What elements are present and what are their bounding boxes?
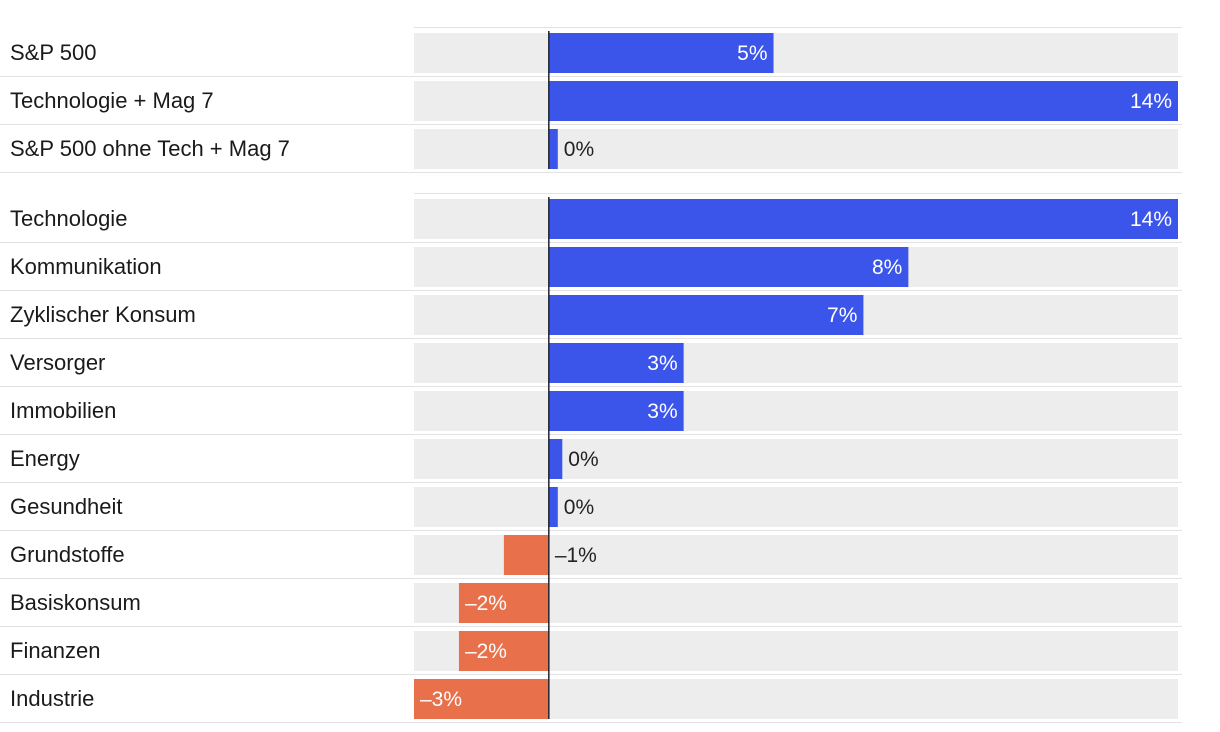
value-label: –3% [420, 688, 462, 711]
bar-track [414, 129, 1178, 169]
value-label: 8% [872, 256, 902, 279]
category-label: Versorger [10, 350, 105, 375]
value-label: 3% [647, 352, 677, 375]
category-label: Energy [10, 446, 80, 471]
value-label: 3% [647, 400, 677, 423]
value-label: 7% [827, 304, 857, 327]
category-label: Technologie + Mag 7 [10, 88, 214, 113]
bar [458, 631, 549, 671]
bar-track [414, 487, 1178, 527]
category-label: Basiskonsum [10, 590, 141, 615]
value-label: 14% [1130, 208, 1172, 231]
bar [548, 33, 774, 73]
value-label: 0% [564, 138, 594, 161]
category-label: Zyklischer Konsum [10, 302, 196, 327]
value-label: 0% [568, 448, 598, 471]
value-label: 5% [737, 42, 767, 65]
bar [548, 199, 1178, 239]
category-label: Gesundheit [10, 494, 123, 519]
bar [548, 391, 684, 431]
bar-track [414, 343, 1178, 383]
category-label: Immobilien [10, 398, 116, 423]
value-label: –1% [555, 544, 597, 567]
bar [548, 81, 1178, 121]
bar [548, 295, 864, 335]
bar [548, 129, 558, 169]
bar-track [414, 33, 1178, 73]
bar [548, 343, 684, 383]
category-label: Grundstoffe [10, 542, 125, 567]
value-label: –2% [465, 640, 507, 663]
bar [414, 679, 549, 719]
bar [548, 247, 909, 287]
bar-track [414, 439, 1178, 479]
value-label: 14% [1130, 90, 1172, 113]
value-label: 0% [564, 496, 594, 519]
bar [458, 583, 549, 623]
value-label: –2% [465, 592, 507, 615]
category-label: S&P 500 ohne Tech + Mag 7 [10, 136, 290, 161]
category-label: S&P 500 [10, 40, 96, 65]
category-label: Technologie [10, 206, 127, 231]
bar [548, 487, 558, 527]
bar-track [414, 391, 1178, 431]
category-label: Kommunikation [10, 254, 162, 279]
category-label: Finanzen [10, 638, 101, 663]
category-label: Industrie [10, 686, 94, 711]
bar [503, 535, 549, 575]
bar [548, 439, 563, 479]
